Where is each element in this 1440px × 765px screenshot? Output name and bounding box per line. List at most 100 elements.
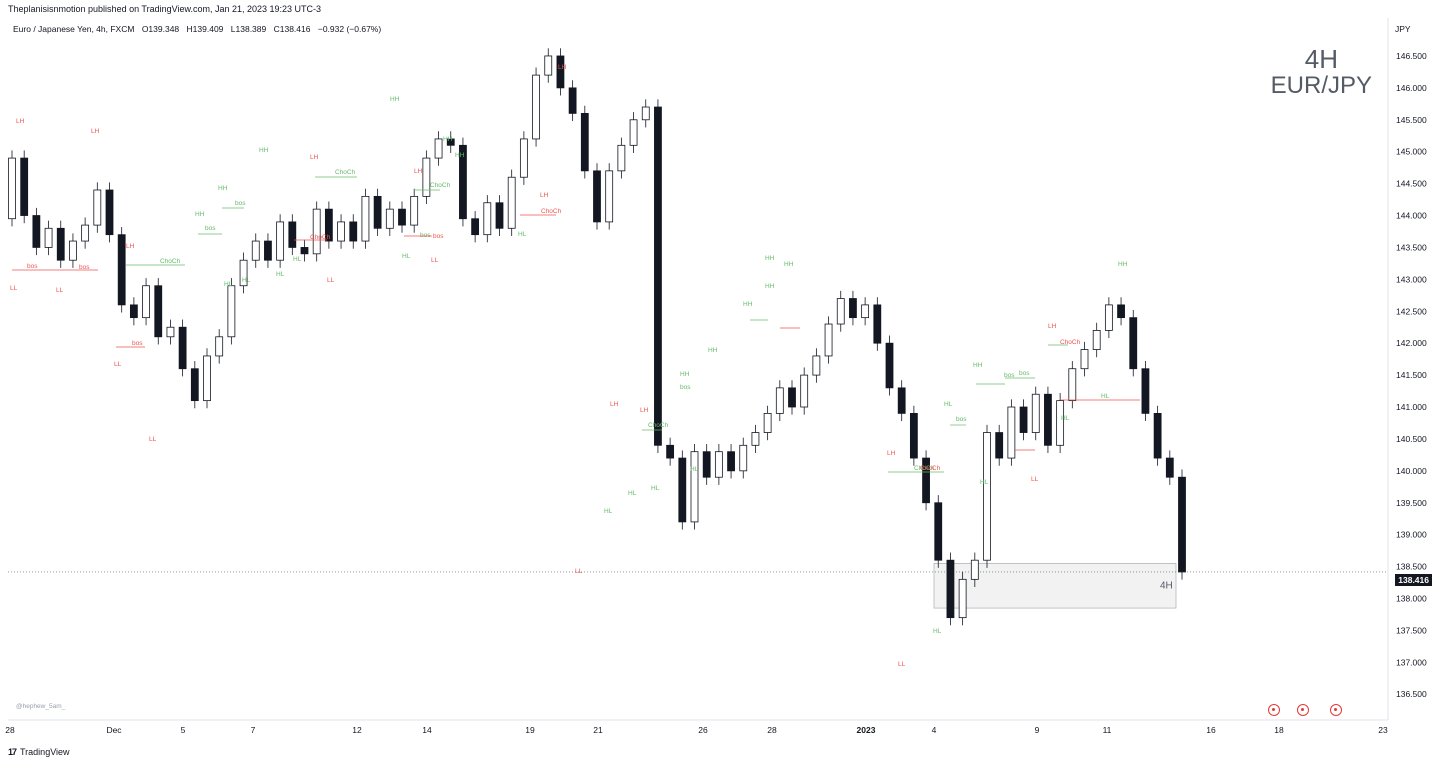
candle-body[interactable] [56, 227, 65, 261]
candle-body[interactable] [580, 113, 589, 172]
candle-body[interactable] [459, 144, 467, 220]
candle-body[interactable] [81, 224, 90, 242]
candle-body[interactable] [909, 412, 918, 459]
candle-body[interactable] [727, 451, 735, 472]
candle-body[interactable] [288, 221, 297, 248]
candle-body[interactable] [885, 342, 894, 389]
candle-body[interactable] [1007, 406, 1016, 459]
candle-body[interactable] [763, 412, 772, 433]
candle-body[interactable] [983, 432, 991, 561]
candle-body[interactable] [446, 138, 455, 146]
candle-body[interactable] [1080, 349, 1089, 370]
candle-body[interactable] [824, 323, 833, 357]
candle-body[interactable] [605, 170, 614, 223]
tv-logo-icon[interactable]: 17 [8, 747, 17, 757]
candle-body[interactable] [227, 285, 236, 338]
candle-body[interactable] [361, 195, 370, 242]
candle-body[interactable] [995, 432, 1004, 459]
candle-body[interactable] [239, 259, 248, 287]
candle-body[interactable] [1031, 393, 1040, 433]
candle-body[interactable] [142, 285, 150, 319]
candle-body[interactable] [190, 368, 199, 402]
candle-body[interactable] [154, 285, 163, 338]
candle-body[interactable] [1129, 317, 1138, 370]
candle-body[interactable] [44, 227, 53, 248]
candle-body[interactable] [422, 157, 431, 197]
candle-body[interactable] [641, 106, 650, 121]
candle-body[interactable] [690, 451, 699, 523]
candle-body[interactable] [654, 106, 662, 446]
candle-body[interactable] [93, 189, 102, 226]
candle-body[interactable] [20, 157, 29, 216]
candle-body[interactable] [215, 336, 224, 357]
candle-body[interactable] [714, 451, 723, 478]
candle-body[interactable] [666, 444, 675, 459]
candle-body[interactable] [946, 559, 955, 619]
candle-body[interactable] [568, 87, 577, 114]
candle-body[interactable] [617, 144, 626, 172]
candle-body[interactable] [739, 444, 748, 472]
candle-body[interactable] [178, 326, 187, 370]
demand-zone[interactable] [933, 563, 1177, 609]
candle-body[interactable] [398, 208, 406, 226]
event-icon[interactable] [1268, 704, 1280, 716]
candle-body[interactable] [32, 215, 41, 248]
candle-body[interactable] [922, 457, 930, 504]
candle-body[interactable] [532, 74, 540, 140]
candle-body[interactable] [324, 208, 333, 242]
candle-body[interactable] [800, 374, 809, 408]
candle-body[interactable] [678, 457, 687, 523]
candle-body[interactable] [775, 387, 784, 414]
candle-body[interactable] [129, 304, 138, 319]
candle-body[interactable] [276, 221, 285, 261]
candle-body[interactable] [702, 451, 711, 478]
candle-body[interactable] [373, 195, 382, 229]
candle-body[interactable] [1104, 304, 1113, 331]
candle-body[interactable] [349, 221, 358, 242]
candle-body[interactable] [873, 304, 882, 344]
candle-body[interactable] [251, 240, 260, 261]
candle-body[interactable] [1117, 304, 1125, 319]
candle-body[interactable] [958, 578, 967, 619]
candle-body[interactable] [483, 202, 492, 236]
event-icon[interactable] [1330, 704, 1342, 716]
candle-body[interactable] [1178, 476, 1186, 573]
candle-body[interactable] [1153, 412, 1162, 459]
candle-body[interactable] [69, 240, 77, 261]
candle-body[interactable] [410, 195, 419, 226]
candle-body[interactable] [861, 304, 870, 319]
candle-body[interactable] [105, 189, 114, 236]
candle-body[interactable] [1092, 330, 1101, 350]
candle-body[interactable] [495, 202, 504, 229]
candle-body[interactable] [629, 119, 638, 146]
candle-body[interactable] [166, 326, 175, 338]
candle-body[interactable] [264, 240, 272, 261]
candle-body[interactable] [751, 432, 760, 446]
candle-body[interactable] [1068, 368, 1077, 402]
candle-body[interactable] [1019, 406, 1028, 433]
event-icon[interactable] [1297, 704, 1309, 716]
candle-body[interactable] [1044, 393, 1052, 446]
candle-body[interactable] [434, 138, 443, 159]
candle-body[interactable] [556, 55, 565, 89]
footer-brand[interactable]: TradingView [20, 747, 70, 757]
candle-body[interactable] [507, 176, 516, 229]
candle-body[interactable] [385, 208, 394, 229]
candle-body[interactable] [1056, 400, 1065, 446]
candle-body[interactable] [519, 138, 528, 178]
candle-body[interactable] [970, 559, 979, 580]
candle-body[interactable] [300, 247, 309, 255]
candle-body[interactable] [836, 298, 845, 325]
candle-body[interactable] [471, 218, 480, 236]
candle-body[interactable] [337, 221, 345, 242]
candle-body[interactable] [593, 170, 601, 223]
candle-body[interactable] [897, 387, 906, 414]
candle-body[interactable] [934, 502, 943, 561]
candle-body[interactable] [312, 208, 321, 255]
candle-body[interactable] [203, 355, 211, 402]
candle-body[interactable] [788, 387, 796, 408]
candle-body[interactable] [1165, 457, 1174, 478]
candle-body[interactable] [1141, 368, 1150, 414]
candle-body[interactable] [849, 298, 857, 319]
